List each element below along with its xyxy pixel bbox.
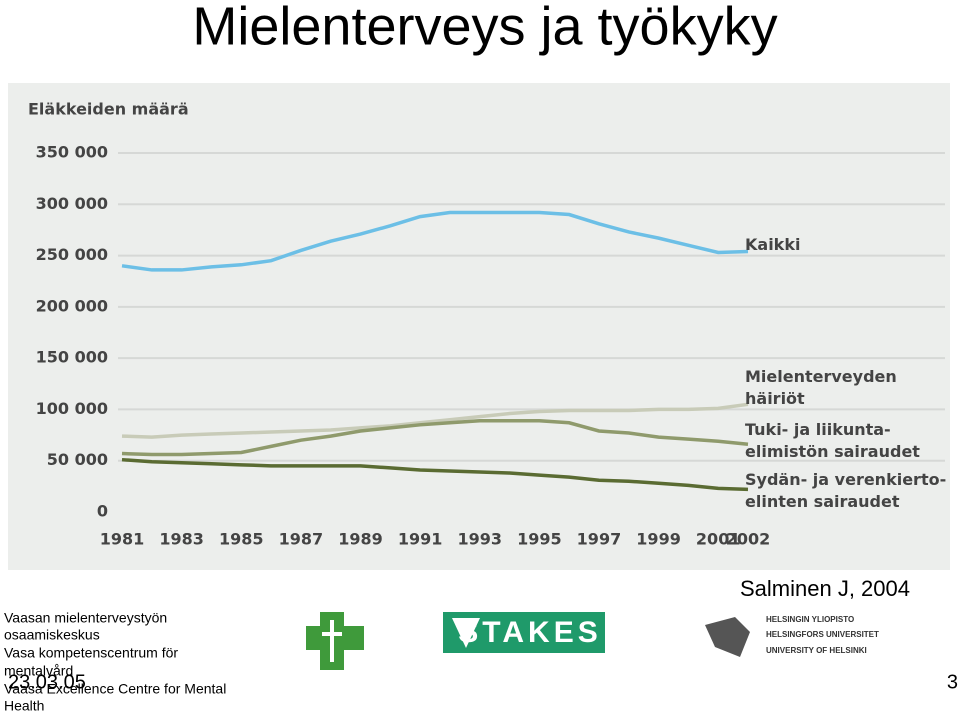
x-tick-label: 1991 — [398, 530, 443, 549]
legend-label: Tuki- ja liikunta-elimistön sairaudet — [745, 420, 920, 461]
cross-logo — [306, 612, 364, 670]
series-line — [121, 418, 749, 457]
legend-label: Sydän- ja verenkierto-elinten sairaudet — [745, 470, 946, 511]
x-tick-label: 1987 — [279, 530, 324, 549]
x-tick-label: 2002 — [726, 530, 771, 549]
chart-background — [8, 83, 950, 570]
x-tick-label: 2001 — [696, 530, 741, 549]
y-tick-label: 50 000 — [47, 450, 108, 469]
footer-text: Vaasan mielenterveystyön — [4, 610, 167, 626]
university-emblem — [705, 617, 750, 657]
x-tick-label: 1983 — [159, 530, 204, 549]
y-tick-label: 250 000 — [36, 245, 108, 264]
y-tick-label: 300 000 — [36, 194, 108, 213]
y-tick-label: 0 — [97, 502, 108, 521]
x-tick-label: 1985 — [219, 530, 264, 549]
series-line — [121, 210, 749, 272]
chart-title: Eläkkeiden määrä — [28, 100, 189, 119]
university-text: UNIVERSITY OF HELSINKI — [766, 646, 867, 655]
x-tick-label: 1997 — [577, 530, 622, 549]
footer-text: osaamiskeskus — [4, 627, 100, 643]
footer-text: Vaasa Excellence Centre for Mental — [4, 681, 226, 697]
series-line — [121, 402, 749, 439]
legend-label: Mielenterveyden häiriöt — [745, 367, 897, 408]
date: 23.03.05 — [8, 671, 86, 693]
y-tick-label: 350 000 — [36, 143, 108, 162]
legend-label: Kaikki — [745, 235, 800, 254]
y-tick-label: 100 000 — [36, 399, 108, 418]
x-tick-label: 1999 — [636, 530, 681, 549]
y-tick-label: 150 000 — [36, 348, 108, 367]
slide-title: Mielenterveys ja työkyky — [192, 0, 777, 56]
footer-text: Vasa kompetenscentrum för — [4, 645, 178, 661]
x-tick-label: 1995 — [517, 530, 562, 549]
university-text: HELSINGFORS UNIVERSITET — [766, 630, 879, 639]
x-tick-label: 1981 — [100, 530, 145, 549]
page-number: 3 — [947, 671, 958, 693]
source: Salminen J, 2004 — [740, 576, 910, 601]
y-tick-label: 200 000 — [36, 296, 108, 315]
footer-text: Health — [4, 698, 44, 714]
series-line — [121, 457, 749, 492]
x-tick-label: 1993 — [457, 530, 502, 549]
university-text: HELSINGIN YLIOPISTO — [766, 615, 854, 624]
stakes-mark — [452, 618, 480, 648]
footer-text: mentalvård — [4, 663, 73, 679]
x-tick-label: 1989 — [338, 530, 383, 549]
stakes-text: STAKES — [458, 616, 601, 649]
